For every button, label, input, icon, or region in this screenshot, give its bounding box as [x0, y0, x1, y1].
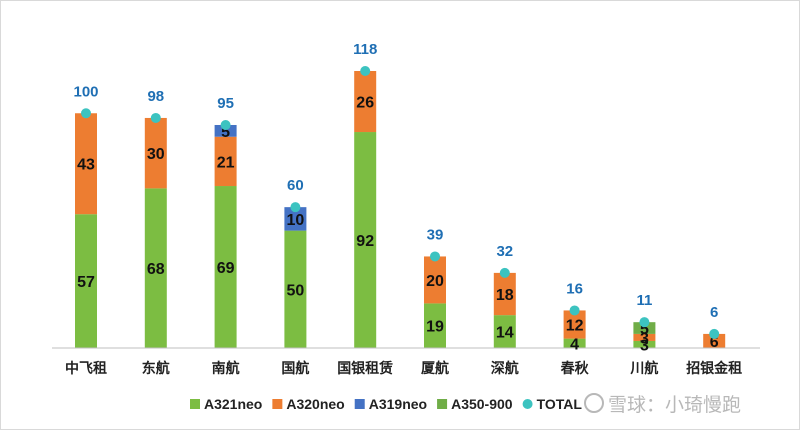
total-marker [290, 202, 301, 213]
category-label: 川航 [629, 360, 658, 377]
total-value-label: 118 [353, 41, 377, 58]
segment-value-label: 19 [426, 319, 444, 336]
legend-label: A350-900 [451, 396, 513, 412]
bar-segment [214, 124, 237, 137]
bar-segment [633, 340, 656, 348]
bar-segment [493, 315, 516, 348]
bar-segment [703, 333, 726, 348]
legend-label: A320neo [286, 396, 344, 412]
legend-swatch [272, 399, 283, 409]
total-value-label: 32 [496, 243, 513, 260]
bar-segment [354, 71, 377, 133]
category-label: 深航 [491, 360, 519, 377]
total-value-label: 95 [217, 95, 234, 112]
bar-segment [563, 338, 586, 348]
segment-value-label: 57 [77, 274, 95, 291]
category-label: 厦航 [421, 360, 449, 377]
segment-value-label: 3 [640, 330, 649, 347]
segment-value-label: 3 [640, 337, 649, 354]
bar-segment [493, 272, 516, 316]
segment-value-label: 26 [356, 95, 374, 112]
category-label: 东航 [142, 360, 170, 377]
bar-segment [75, 214, 97, 348]
legend-label: A321neo [204, 396, 262, 412]
bar-segment [214, 186, 237, 348]
total-value-label: 98 [147, 88, 164, 105]
segment-value-label: 30 [147, 146, 165, 163]
total-value-label: 100 [73, 83, 98, 100]
total-marker [150, 112, 161, 123]
total-marker [430, 251, 440, 262]
category-label: 招银金租 [686, 360, 742, 377]
total-marker [709, 328, 720, 339]
segment-value-label: 5 [640, 321, 649, 338]
bar-segment [633, 322, 656, 334]
bar-segment [354, 132, 377, 348]
bar-segment [75, 113, 97, 215]
legend-swatch [354, 399, 365, 409]
total-marker [220, 119, 231, 130]
segment-value-label: 10 [287, 212, 305, 229]
bar-segment [284, 207, 307, 231]
total-marker [639, 317, 650, 328]
legend-swatch [190, 399, 200, 409]
total-value-label: 39 [427, 226, 444, 243]
bar-segment [214, 136, 237, 187]
segment-value-label: 92 [356, 233, 374, 250]
segment-value-label: 68 [147, 261, 165, 278]
legend-label: A319neo [369, 396, 427, 412]
bar-segment [633, 333, 656, 341]
bar-segment [424, 303, 446, 348]
category-label: 国银租赁 [337, 360, 393, 377]
category-label: 国航 [281, 360, 309, 377]
category-label: 春秋 [560, 360, 590, 377]
segment-value-label: 43 [77, 157, 95, 174]
total-marker [81, 108, 91, 119]
total-value-label: 11 [636, 292, 652, 309]
category-label: 中飞租 [65, 360, 107, 377]
bar-segment [144, 188, 167, 348]
category-labels-layer: 中飞租 东航 南航 国航 国银租赁 厦航 深航 春秋 川航 招银金租 [65, 360, 742, 377]
legend-swatch [522, 399, 533, 409]
segment-value-label: 4 [570, 336, 579, 353]
bars-layer [75, 71, 726, 348]
total-marker [499, 267, 510, 278]
segment-value-label: 6 [710, 334, 719, 351]
segment-value-label: 12 [566, 318, 584, 335]
total-value-label: 6 [710, 304, 718, 321]
bar-segment [144, 117, 167, 189]
totals-layer: 100 98 95 60 118 39 32 16 11 6 [73, 41, 720, 339]
bar-segment [563, 310, 586, 339]
total-value-label: 60 [287, 177, 304, 194]
bar-segment [424, 256, 446, 304]
segment-value-label: 50 [287, 282, 305, 299]
legend-swatch [437, 399, 448, 409]
legend: A321neo A320neo A319neo A350-900 TOTAL [190, 396, 582, 412]
segment-value-label: 21 [217, 154, 235, 171]
segment-value-label: 20 [426, 273, 444, 290]
segment-value-label: 18 [496, 287, 514, 304]
segment-value-label: 14 [496, 325, 514, 342]
total-value-label: 16 [566, 280, 583, 297]
segment-value-label: 5 [221, 124, 230, 141]
segment-value-label: 69 [217, 260, 235, 277]
bar-segment [284, 230, 307, 348]
total-marker [360, 66, 371, 76]
total-marker [569, 305, 580, 316]
category-label: 南航 [212, 360, 240, 377]
legend-label: TOTAL [537, 396, 583, 412]
